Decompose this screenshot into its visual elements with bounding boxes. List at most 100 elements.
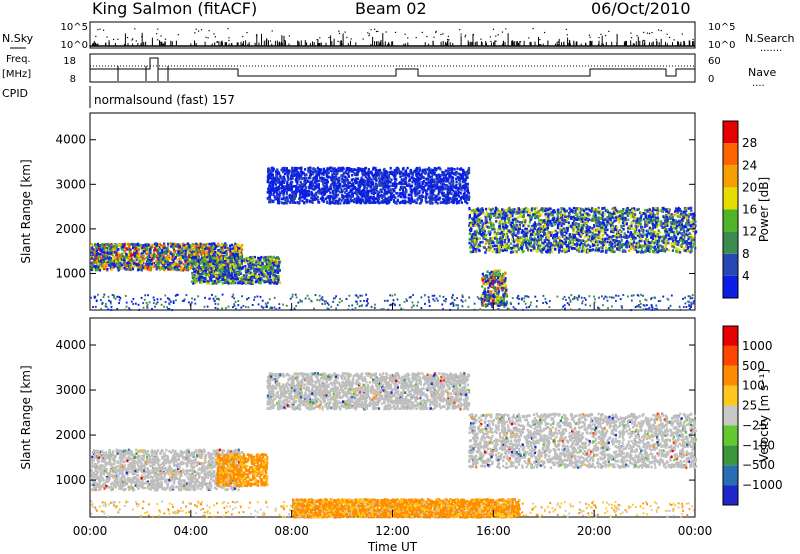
power-cell [389,198,392,201]
power-cell [310,184,313,187]
power-cell [138,258,141,262]
power-cell [131,253,134,257]
power-cell [418,166,421,170]
power-cell [157,258,160,262]
power-cell [123,257,126,261]
power-cell [295,184,298,188]
power-cell [272,261,275,265]
power-cell [227,263,230,266]
nsearch-dot [368,35,370,37]
power-cell [330,183,333,187]
power-cell [180,268,183,272]
power-cell [285,192,288,196]
power-cell [204,243,207,247]
power-cell [216,269,220,273]
power-cell [140,261,143,265]
power-cell [371,181,375,184]
power-cell [353,191,356,195]
power-cell [174,267,177,271]
power-cell [98,268,102,272]
power-cell [286,198,289,201]
power-cell [225,253,228,256]
power-cell [275,169,279,172]
power-cell [134,260,137,264]
power-cell [155,267,158,271]
power-cell [341,180,344,183]
nsearch-dot [156,33,158,35]
power-cell [370,185,373,189]
nsearch-dot [608,30,610,32]
power-cell [270,166,273,170]
power-cell [243,277,246,281]
power-cell [358,191,361,194]
power-cell [137,254,140,258]
power-cell [188,245,191,249]
power-cell [164,258,167,261]
power-cell [168,263,171,267]
power-cell [276,256,279,259]
power-cell [117,243,120,247]
power-cell [340,199,343,202]
power-cell [286,185,289,188]
power-cell [327,194,330,198]
power-cell [337,166,340,170]
nsearch-dot [337,40,339,42]
power-cell [152,264,155,268]
power-cell [97,256,100,260]
power-cell [425,201,428,204]
power-cell [141,257,144,260]
power-cell [212,272,215,275]
power-cell [190,248,193,252]
power-cell [430,194,433,198]
power-cell [166,260,169,264]
nsearch-dot [99,28,101,30]
power-cell [94,251,97,255]
nsearch-dot [464,36,466,38]
power-cell [90,261,93,265]
power-cell [234,242,237,246]
power-cell [241,248,244,252]
station-title: King Salmon (fitACF) [92,0,258,18]
power-cell [400,182,403,186]
power-cell [199,245,202,248]
power-cell [212,250,215,253]
power-cell [129,259,132,263]
power-cell [107,252,111,255]
power-cell [273,274,277,277]
power-cell [401,174,404,177]
power-cell [133,249,136,253]
power-cell [99,266,102,269]
power-cell [123,243,126,246]
power-cell [184,255,187,258]
power-cell [426,182,429,185]
power-cell [115,252,118,256]
power-cell [99,247,102,250]
power-cell [215,282,218,285]
power-cell [171,255,174,258]
power-cell [306,199,309,202]
power-cell [139,243,142,247]
power-cell [126,261,129,265]
power-cell [221,281,224,285]
power-cell [326,171,329,174]
power-cell [462,193,466,197]
power-cell [120,264,123,267]
power-cell [192,274,195,277]
nave-tick-high: 60 [708,56,721,67]
power-cell [179,265,183,269]
power-cell [102,263,105,267]
nsearch-dot [655,39,657,41]
power-cell [236,249,239,252]
power-cell [277,267,280,270]
power-cell [355,181,358,185]
power-cell [163,256,166,260]
power-cell [442,201,445,204]
power-cell [133,252,136,255]
power-cell [182,246,185,250]
power-cell [238,266,242,270]
power-cell [184,260,187,263]
power-cell [122,246,125,249]
power-cell [198,247,201,250]
power-cell [144,243,147,246]
power-cell [267,174,270,177]
